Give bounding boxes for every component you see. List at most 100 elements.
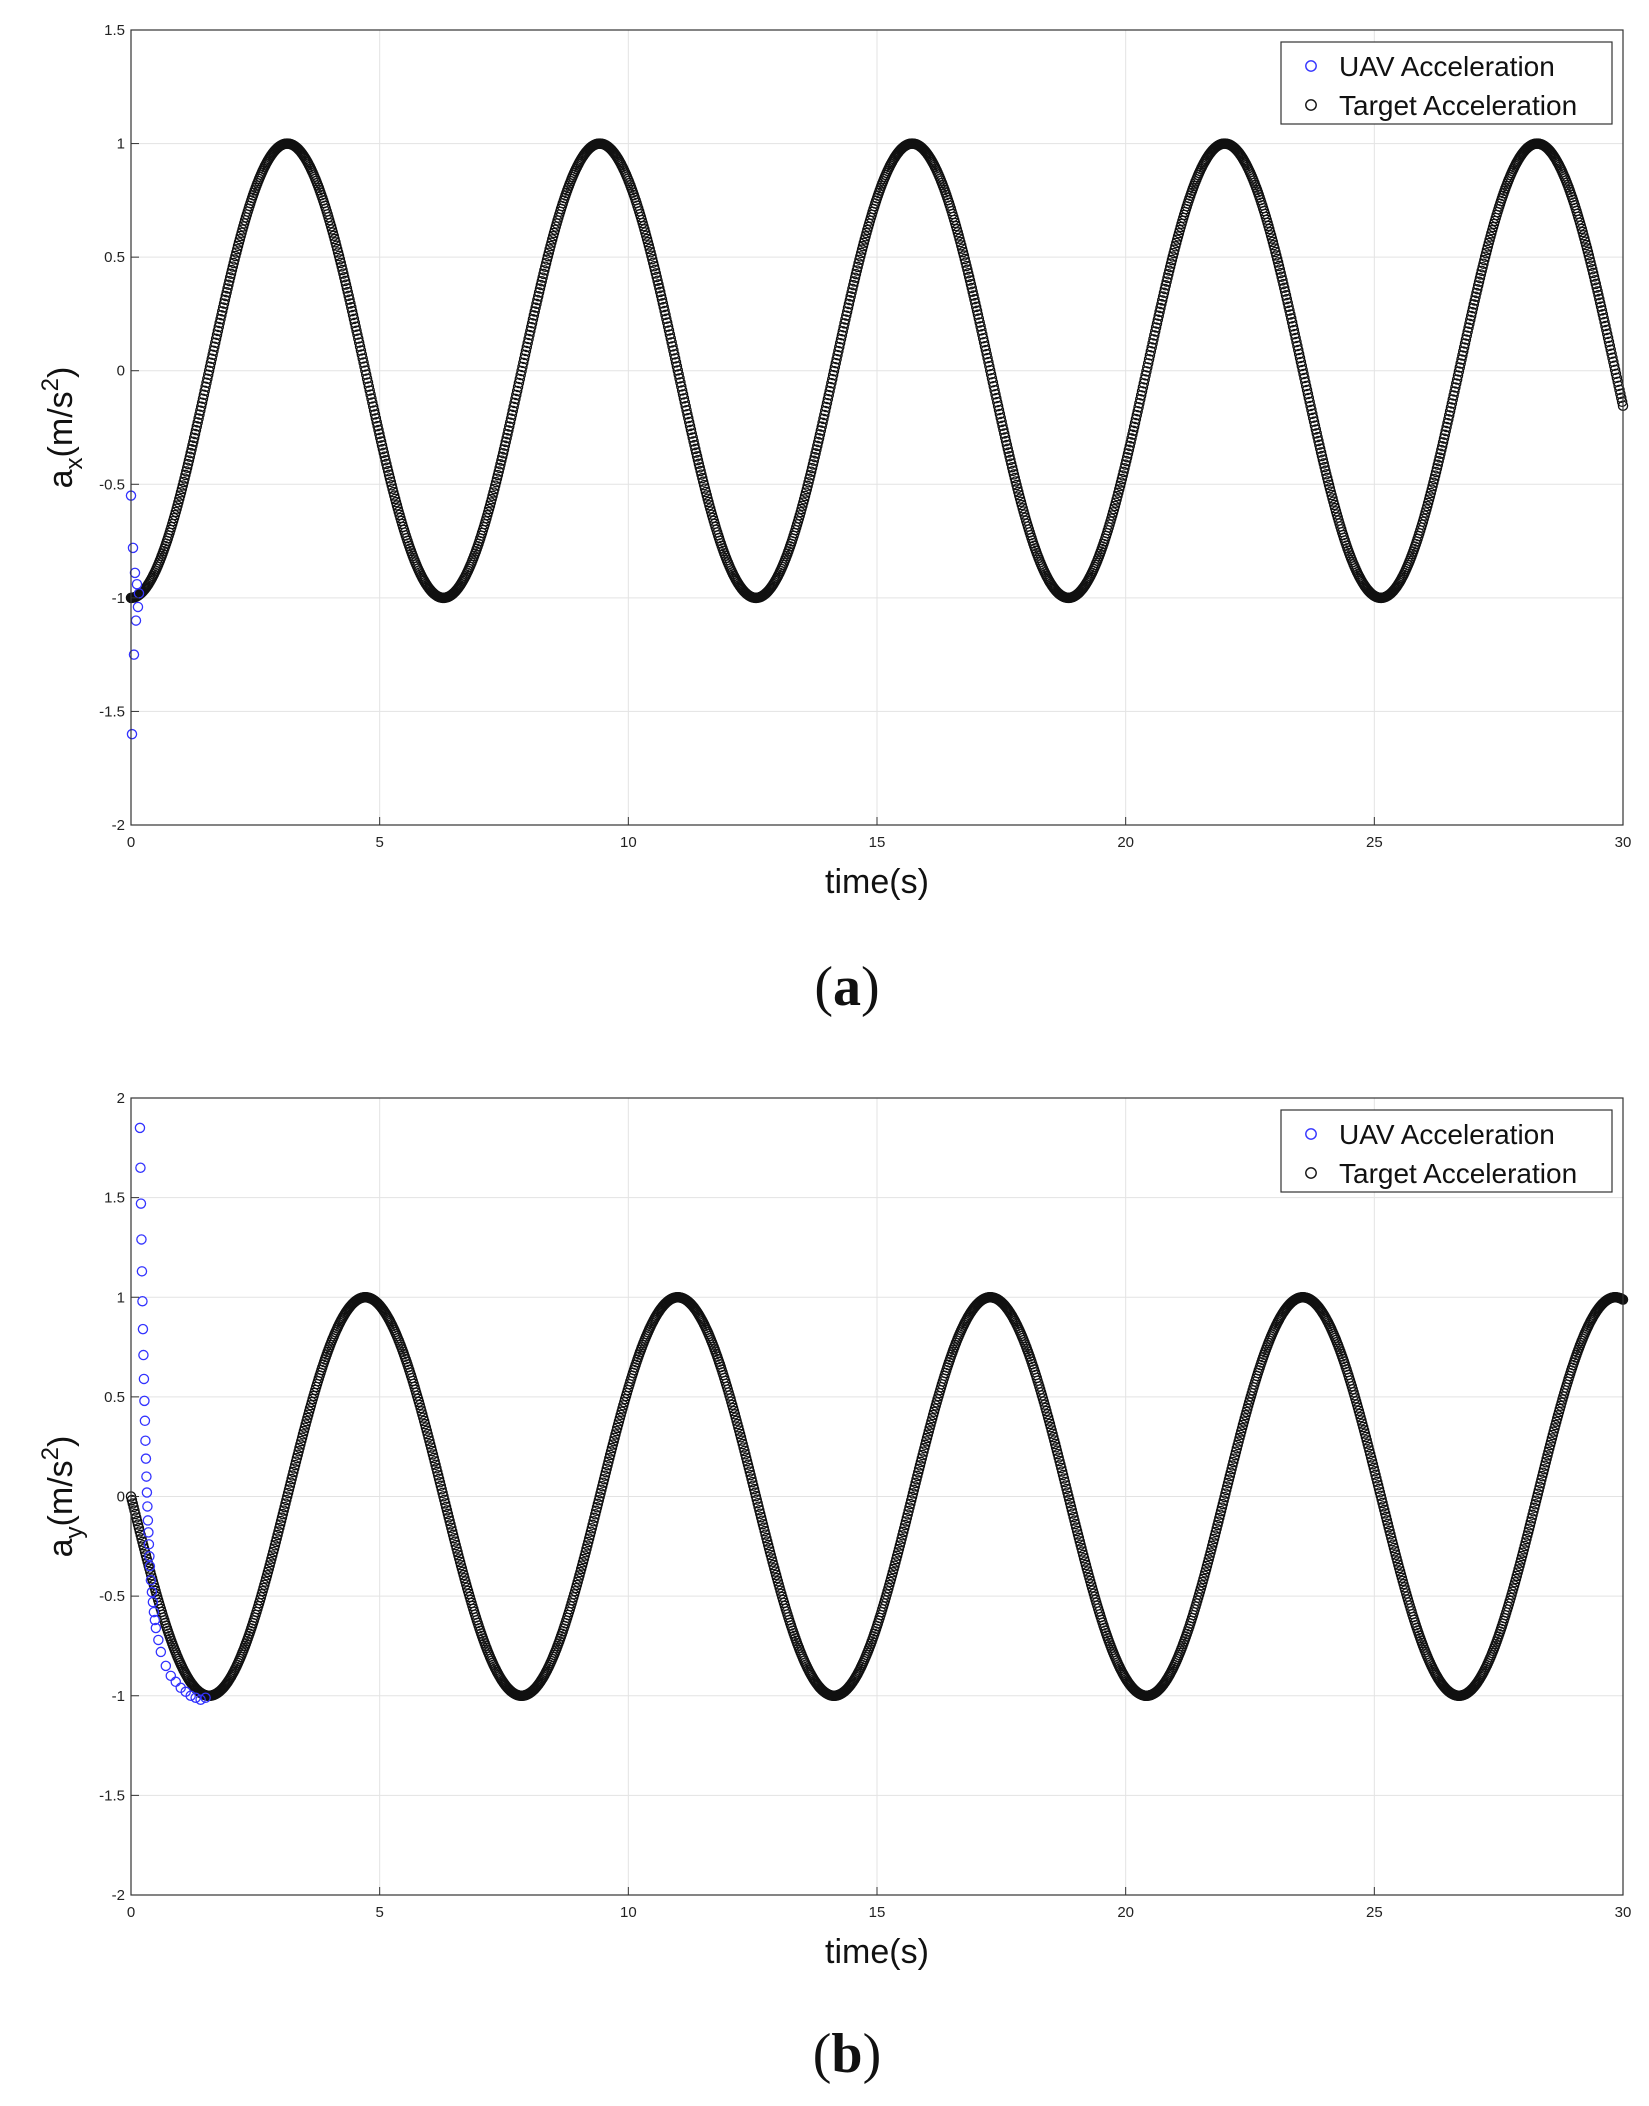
marker-target bbox=[812, 440, 823, 452]
marker-target bbox=[188, 432, 200, 444]
marker-target bbox=[1137, 382, 1149, 393]
marker-target bbox=[525, 321, 537, 333]
marker-target bbox=[343, 290, 354, 302]
marker-target bbox=[354, 341, 366, 352]
marker-target bbox=[1279, 286, 1291, 297]
marker-target bbox=[1303, 392, 1315, 404]
marker-target bbox=[364, 385, 375, 396]
marker-target bbox=[1601, 328, 1613, 340]
marker-target bbox=[970, 301, 982, 313]
marker-target bbox=[1458, 346, 1469, 357]
marker-target bbox=[1308, 416, 1320, 427]
marker-target bbox=[1149, 326, 1161, 337]
marker-target bbox=[1136, 386, 1148, 397]
marker-target bbox=[967, 286, 978, 297]
marker-target bbox=[499, 440, 511, 451]
marker-target bbox=[971, 305, 983, 317]
marker-target bbox=[1283, 301, 1294, 312]
marker-target bbox=[671, 361, 683, 372]
series-markers bbox=[125, 1122, 1629, 1705]
marker-target bbox=[191, 421, 203, 432]
marker-target bbox=[673, 369, 684, 380]
marker-target bbox=[1614, 384, 1625, 396]
chart-caption: (a) bbox=[814, 956, 879, 1018]
marker-target bbox=[815, 425, 827, 436]
marker-target bbox=[1436, 440, 1448, 452]
marker-target bbox=[658, 301, 669, 313]
marker-target bbox=[366, 393, 377, 404]
marker-target bbox=[831, 353, 842, 365]
marker-target bbox=[529, 306, 540, 317]
caption-letter: a bbox=[833, 956, 861, 1018]
marker-target bbox=[1314, 439, 1325, 451]
marker-target bbox=[655, 290, 667, 301]
marker-target bbox=[993, 404, 1005, 416]
y-tick-label: 0.5 bbox=[104, 249, 125, 266]
marker-target bbox=[991, 392, 1002, 404]
marker-uav bbox=[149, 1614, 161, 1626]
x-tick-label: 5 bbox=[375, 1904, 383, 1921]
marker-target bbox=[1441, 421, 1452, 433]
marker-target bbox=[977, 329, 988, 340]
legend-marker bbox=[1305, 1128, 1317, 1140]
y-tick-label: 1 bbox=[117, 136, 125, 153]
legend-box bbox=[1280, 1109, 1613, 1193]
marker-target bbox=[1609, 364, 1621, 376]
marker-target bbox=[1141, 366, 1152, 377]
marker-target bbox=[1309, 420, 1321, 431]
marker-target bbox=[188, 436, 199, 447]
marker-target bbox=[978, 336, 990, 348]
chart-b: 0 5 10 15 20 25 30 -2 -1.5 -1 -0.5 0 0.5 1 1.5 2 time(s)… bbox=[37, 1090, 1631, 2085]
marker-uav bbox=[127, 542, 139, 554]
marker-target bbox=[1467, 302, 1479, 314]
marker-uav bbox=[139, 1415, 151, 1427]
marker-uav bbox=[185, 1690, 196, 1702]
marker-target bbox=[359, 361, 370, 372]
marker-target bbox=[1461, 330, 1473, 341]
marker-uav bbox=[139, 1395, 150, 1407]
marker-target bbox=[669, 353, 681, 364]
marker-target bbox=[511, 389, 522, 401]
marker-target bbox=[501, 432, 512, 444]
marker-target bbox=[199, 385, 210, 397]
marker-target bbox=[1299, 372, 1310, 384]
marker-target bbox=[1592, 286, 1603, 297]
marker-target bbox=[999, 432, 1011, 443]
marker-target bbox=[207, 349, 218, 360]
marker-target bbox=[1290, 332, 1301, 344]
marker-target bbox=[204, 361, 216, 373]
marker-target bbox=[999, 428, 1010, 439]
marker-target bbox=[1615, 392, 1627, 404]
marker-target bbox=[203, 365, 215, 377]
marker-target bbox=[1125, 436, 1136, 448]
marker-uav bbox=[142, 1501, 153, 1512]
marker-target bbox=[362, 377, 374, 388]
marker-target bbox=[520, 345, 532, 357]
y-label-sub: x bbox=[61, 457, 88, 469]
marker-target bbox=[1594, 297, 1606, 308]
marker-uav bbox=[155, 1646, 167, 1658]
marker-target bbox=[1158, 287, 1170, 299]
x-axis-label: time(s) bbox=[825, 1933, 929, 1971]
marker-target bbox=[819, 409, 830, 421]
y-tick-label: -0.5 bbox=[99, 1588, 125, 1605]
marker-target bbox=[966, 282, 978, 294]
marker-target bbox=[210, 337, 221, 349]
x-tick-label: 30 bbox=[1615, 834, 1632, 851]
marker-target bbox=[189, 428, 201, 440]
marker-target bbox=[659, 305, 670, 317]
marker-target bbox=[355, 345, 367, 356]
marker-target bbox=[1602, 332, 1614, 344]
marker-target bbox=[1611, 372, 1623, 384]
marker-target bbox=[1435, 448, 1446, 459]
marker-target bbox=[820, 401, 832, 413]
marker-target bbox=[1606, 348, 1617, 360]
marker-target bbox=[196, 397, 208, 408]
marker-target bbox=[500, 436, 512, 448]
marker-target bbox=[823, 389, 834, 401]
marker-target bbox=[210, 333, 222, 345]
marker-target bbox=[684, 420, 696, 432]
marker-target bbox=[681, 405, 692, 416]
marker-target bbox=[1591, 282, 1602, 293]
marker-target bbox=[214, 317, 225, 329]
